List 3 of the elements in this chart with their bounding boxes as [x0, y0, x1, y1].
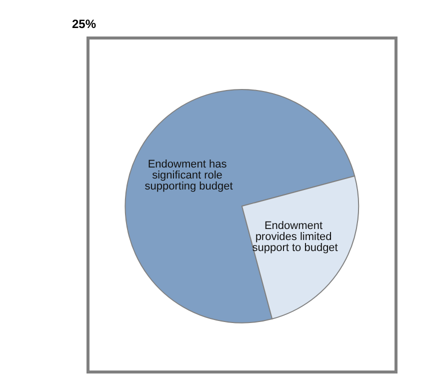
slice-label: Endowment has significant role supporting budget — [144, 158, 233, 192]
slice-label: Endowment provides limited support to budget — [252, 220, 338, 254]
text: 25% — [72, 17, 96, 31]
